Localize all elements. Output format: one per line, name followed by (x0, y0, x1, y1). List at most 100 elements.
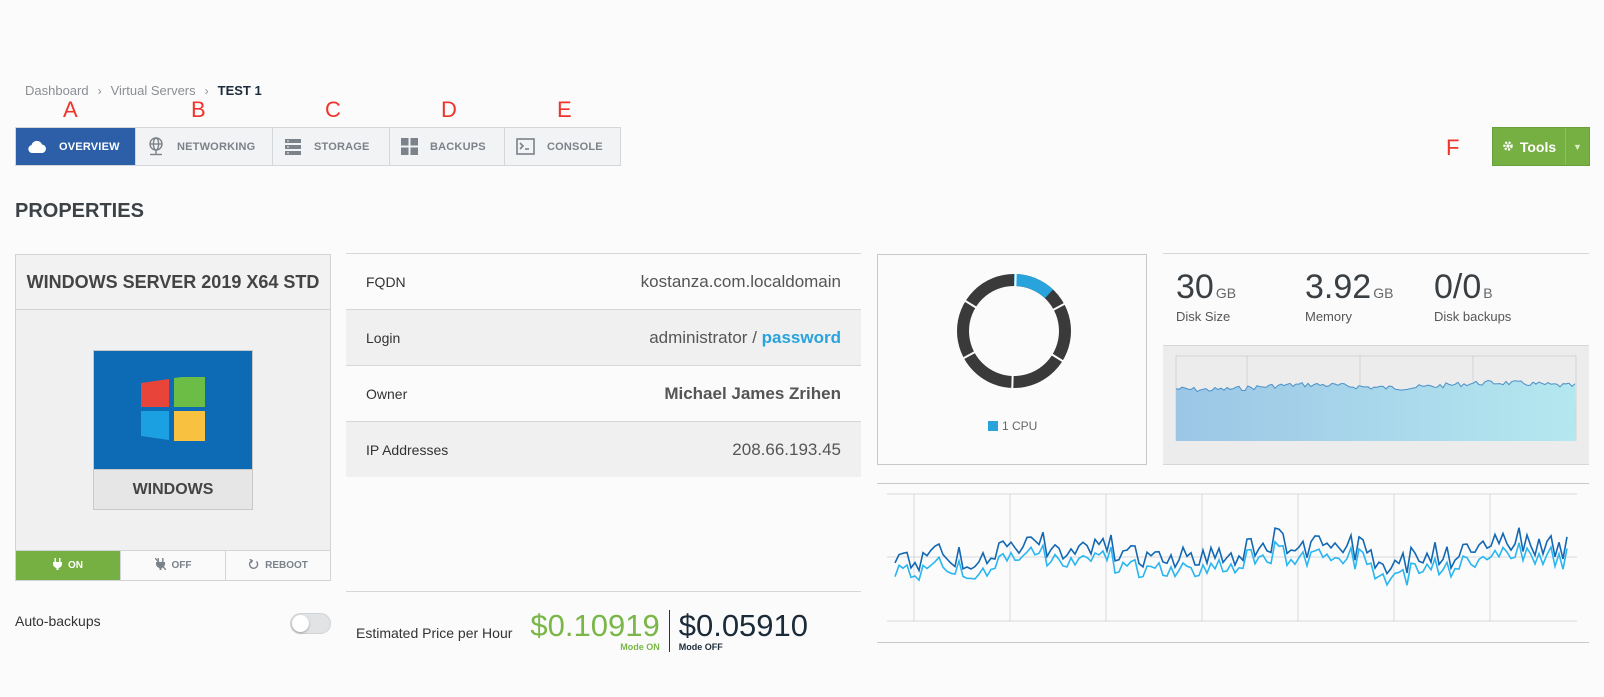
ip-value: 208.66.193.45 (732, 439, 841, 459)
windows-logo-icon (141, 377, 205, 441)
donut-segment-gap (962, 350, 976, 360)
divider (1163, 253, 1589, 254)
owner-link[interactable]: Michael James Zrihen (664, 383, 841, 403)
tab-networking[interactable]: NETWORKING (136, 128, 273, 165)
tab-label: NETWORKING (177, 140, 256, 153)
memory-stat: 3.92 GB Memory (1305, 268, 1393, 324)
cloud-icon (27, 137, 47, 157)
disk-size-stat: 30 GB Disk Size (1176, 268, 1236, 324)
os-panel: WINDOWS SERVER 2019 X64 STD WINDOWS ON O… (15, 254, 331, 581)
divider (346, 591, 861, 592)
power-off-label: OFF (171, 560, 192, 571)
disk-size-value: 30 (1176, 268, 1214, 306)
chevron-right-icon: › (97, 83, 102, 98)
globe-network-icon (147, 136, 165, 157)
tools-button[interactable]: Tools ▼ (1492, 127, 1590, 166)
tab-storage[interactable]: STORAGE (273, 128, 390, 165)
tab-backups[interactable]: BACKUPS (390, 128, 505, 165)
login-separator: / (747, 327, 762, 347)
callout-b: B (191, 97, 206, 122)
breadcrumb: Dashboard › Virtual Servers › TEST 1 (25, 83, 262, 98)
page-title: PROPERTIES (15, 200, 144, 222)
price-off: $0.05910 Mode OFF (670, 608, 809, 653)
memory-caption: Memory (1305, 309, 1352, 324)
tab-label: CONSOLE (547, 140, 603, 153)
disk-size-unit: GB (1215, 285, 1237, 301)
donut-segment-gap (1050, 353, 1064, 363)
tab-console[interactable]: CONSOLE (505, 128, 620, 165)
power-controls: ON OFF REBOOT (16, 550, 330, 580)
activity-line-chart (877, 483, 1589, 643)
tab-bar: OVERVIEW NETWORKING STORAGE BACKUPS CONS… (15, 127, 621, 166)
reboot-icon (248, 558, 259, 573)
power-on-label: ON (68, 560, 83, 571)
donut-segment-gap (1052, 302, 1066, 312)
tab-label: BACKUPS (430, 140, 486, 153)
breadcrumb-virtual-servers[interactable]: Virtual Servers (110, 83, 196, 98)
toggle-knob (292, 615, 309, 632)
breadcrumb-current: TEST 1 (217, 83, 262, 98)
price-on: $0.10919 Mode ON (530, 610, 670, 652)
sparkline-area (1176, 380, 1576, 441)
tab-label: STORAGE (314, 140, 370, 153)
disk-backups-unit: B (1483, 285, 1493, 301)
series-line-light (894, 540, 1568, 587)
property-row-fqdn: FQDN kostanza.com.localdomain (346, 253, 861, 309)
auto-backups-label: Auto-backups (15, 613, 101, 629)
activity-chart-svg (887, 493, 1577, 622)
price-block: Estimated Price per Hour $0.10919 Mode O… (356, 610, 808, 652)
cpu-legend-label: 1 CPU (1002, 419, 1038, 433)
price-off-caption: Mode OFF (678, 642, 723, 652)
os-title: WINDOWS SERVER 2019 X64 STD (16, 255, 330, 310)
tools-label: Tools (1519, 138, 1557, 155)
plug-off-icon (154, 557, 166, 573)
server-storage-icon (284, 137, 302, 157)
breadcrumb-dashboard[interactable]: Dashboard (25, 83, 89, 98)
owner-label: Owner (366, 385, 408, 402)
donut-segment-gap (964, 299, 978, 309)
price-label: Estimated Price per Hour (356, 625, 513, 641)
cpu-donut-track (957, 274, 1071, 388)
tab-label: OVERVIEW (59, 140, 120, 153)
price-off-amount: $0.05910 (678, 608, 809, 643)
disk-size-caption: Disk Size (1176, 309, 1231, 324)
gear-icon (1502, 139, 1514, 155)
disk-usage-sparkline (1163, 345, 1589, 465)
login-user: administrator (649, 327, 748, 347)
fqdn-value: kostanza.com.localdomain (640, 271, 841, 291)
os-name: WINDOWS (94, 469, 252, 509)
power-off-button[interactable]: OFF (121, 551, 226, 580)
memory-unit: GB (1373, 285, 1394, 301)
os-tile: WINDOWS (93, 350, 253, 510)
callout-c: C (325, 97, 341, 122)
series-line-dark (894, 527, 1568, 576)
login-value: administrator / password (649, 328, 841, 348)
chevron-down-icon[interactable]: ▼ (1565, 128, 1589, 165)
login-label: Login (366, 329, 401, 346)
sparkline-line (1175, 379, 1576, 393)
grid-backups-icon (401, 137, 418, 157)
ip-label: IP Addresses (366, 441, 449, 458)
callout-d: D (441, 97, 457, 122)
cpu-usage-panel: 1 CPU (877, 254, 1147, 465)
plug-icon (53, 558, 62, 573)
chevron-right-icon: › (204, 83, 209, 98)
cpu-legend: 1 CPU (988, 419, 1037, 433)
property-row-ip: IP Addresses 208.66.193.45 (346, 421, 861, 477)
tools-main[interactable]: Tools (1493, 128, 1565, 165)
property-row-owner: Owner Michael James Zrihen (346, 365, 861, 421)
fqdn-label: FQDN (366, 273, 406, 290)
tab-overview[interactable]: OVERVIEW (16, 128, 136, 165)
disk-backups-caption: Disk backups (1434, 309, 1512, 324)
sparkline-svg (1175, 355, 1577, 441)
memory-value: 3.92 (1305, 268, 1372, 306)
callout-e: E (557, 97, 572, 122)
legend-swatch (988, 421, 998, 431)
price-on-caption: Mode ON (620, 642, 660, 652)
reboot-button[interactable]: REBOOT (226, 551, 330, 580)
callout-a: A (63, 97, 78, 122)
disk-backups-value: 0/0 (1434, 268, 1482, 306)
power-on-button[interactable]: ON (16, 551, 121, 580)
auto-backups-toggle[interactable] (290, 613, 331, 634)
password-link[interactable]: password (761, 327, 841, 347)
